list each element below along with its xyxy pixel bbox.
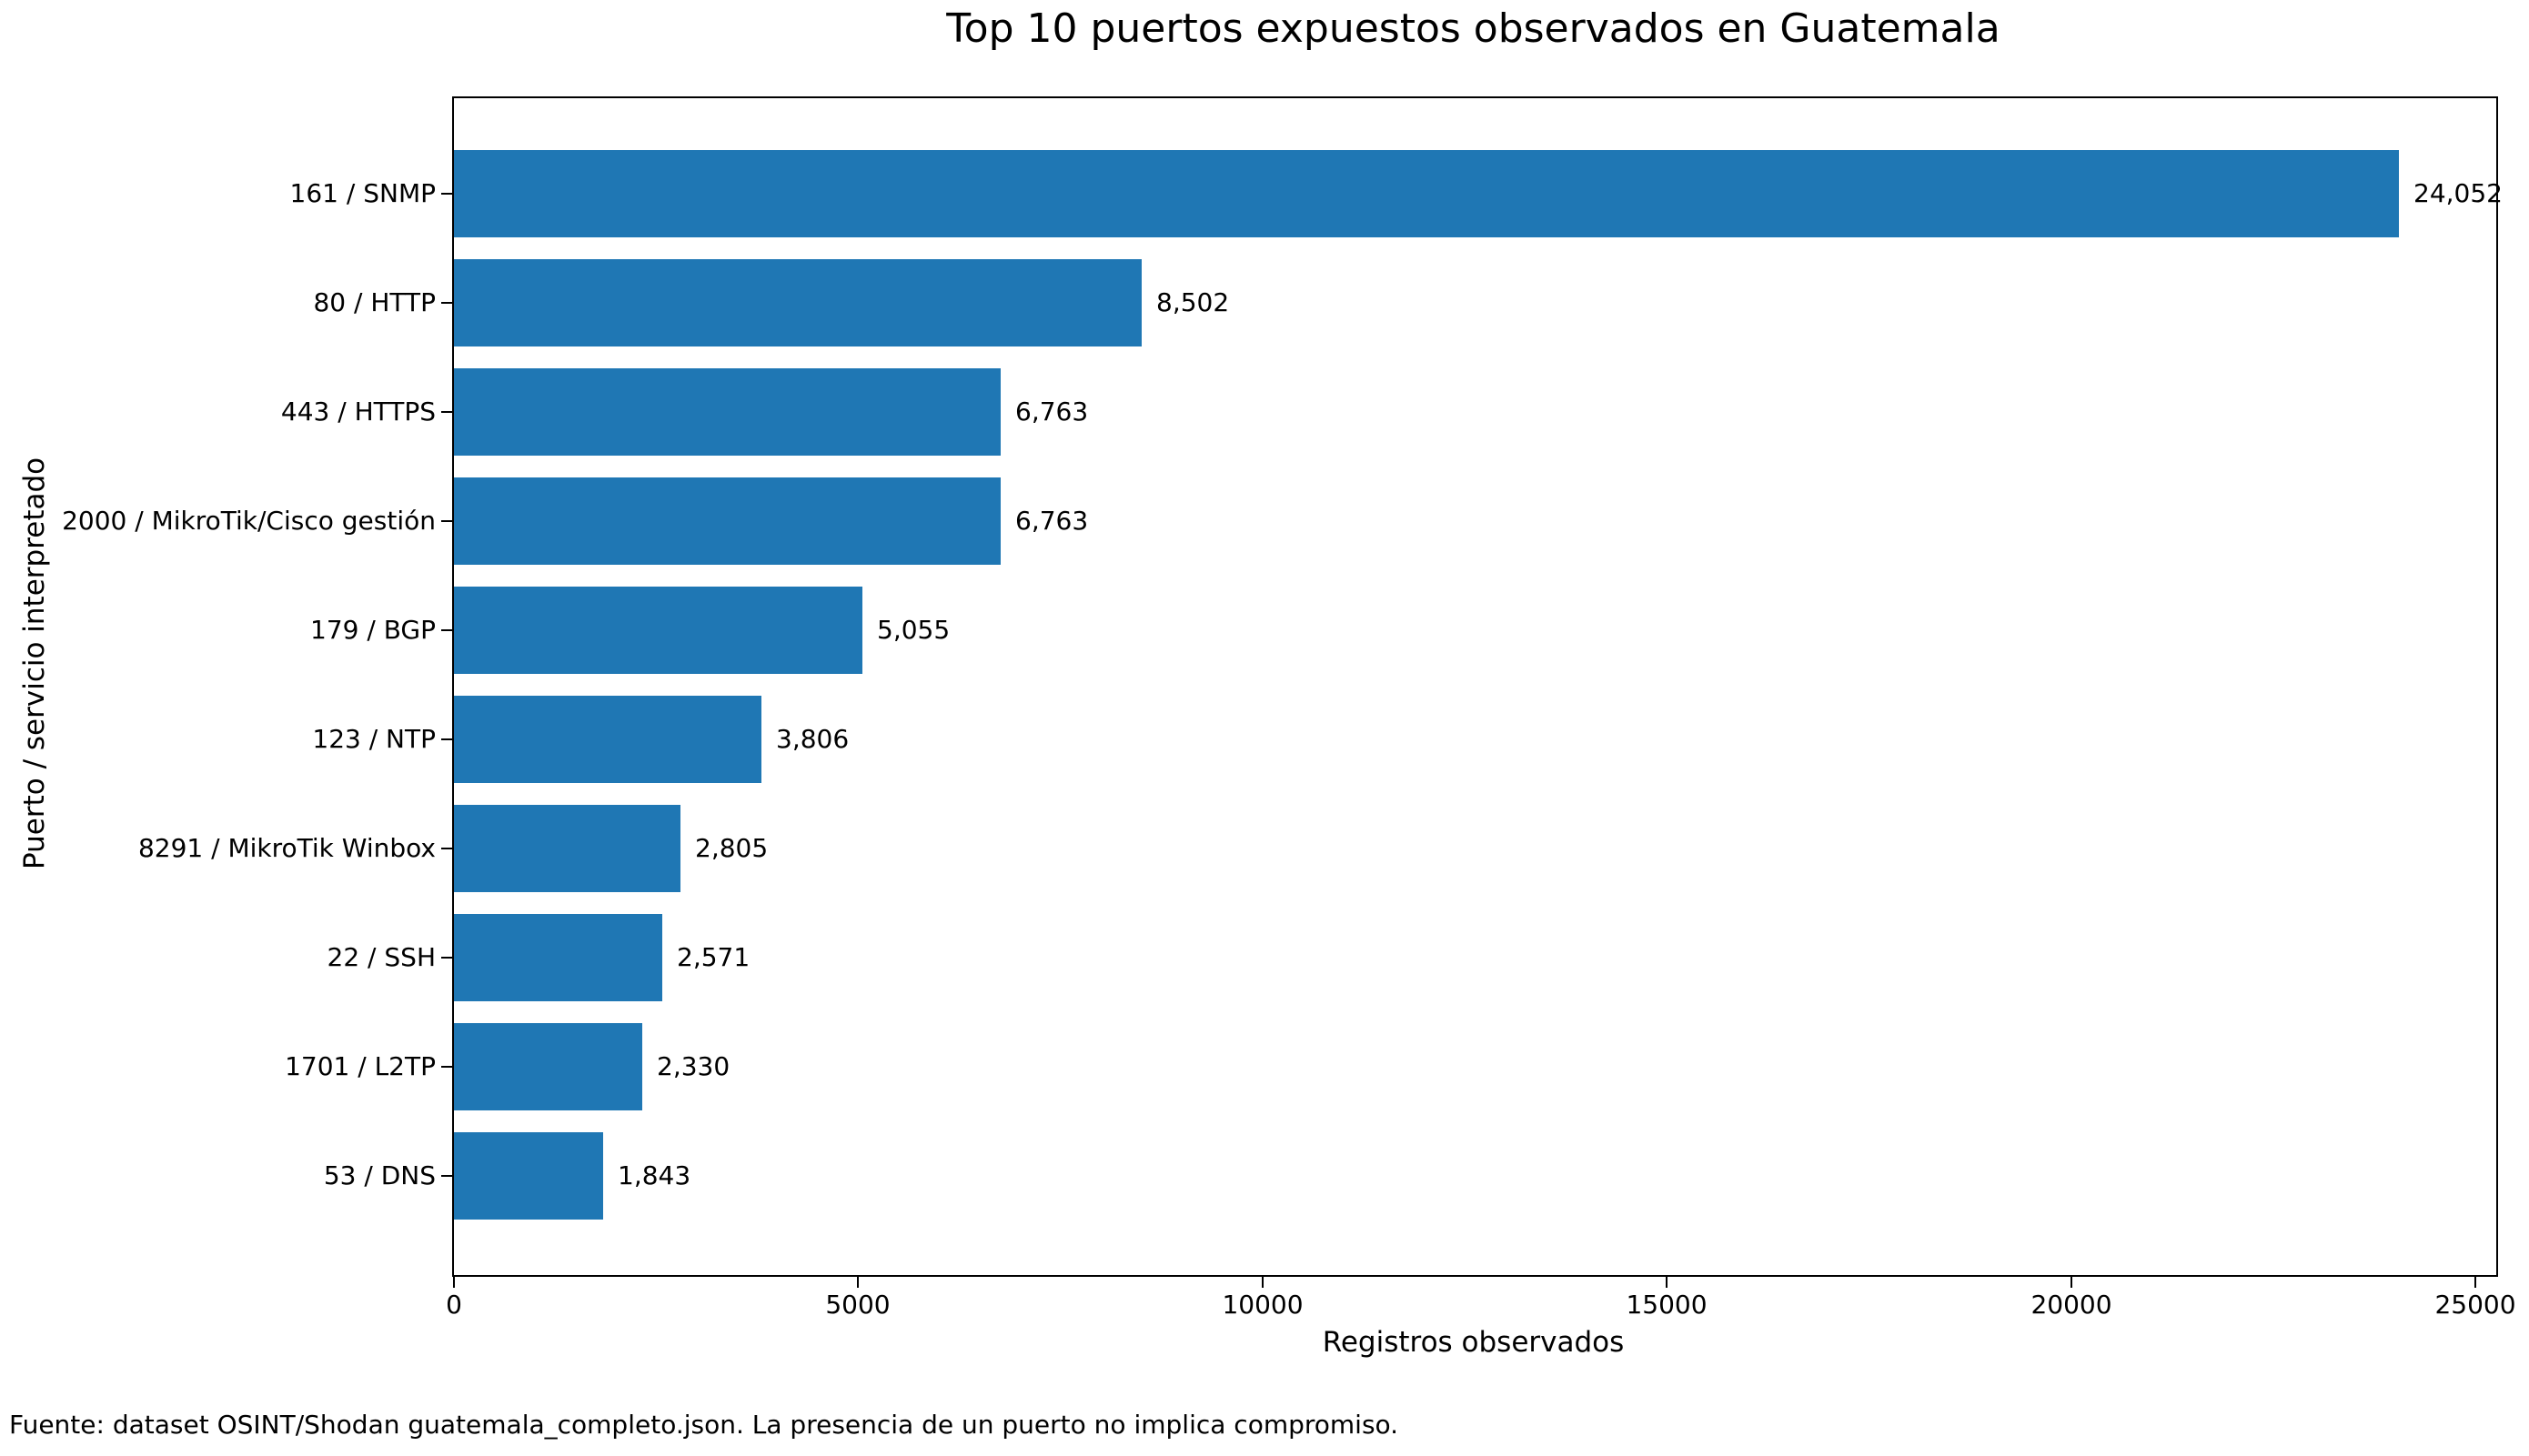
bar-1	[454, 259, 1142, 346]
source-footnote: Fuente: dataset OSINT/Shodan guatemala_c…	[9, 1410, 1399, 1440]
y-tick-mark-0	[441, 193, 452, 195]
x-tick-mark-2	[1262, 1277, 1264, 1288]
bar-7	[454, 914, 662, 1001]
bar-6	[454, 805, 680, 892]
y-tick-mark-1	[441, 302, 452, 304]
y-tick-label-5: 123 / NTP	[312, 724, 436, 754]
bar-value-label-2: 6,763	[1015, 397, 1089, 427]
x-tick-label-5: 25000	[2434, 1290, 2516, 1320]
x-tick-mark-4	[2071, 1277, 2072, 1288]
y-tick-label-3: 2000 / MikroTik/Cisco gestión	[62, 506, 436, 536]
x-tick-mark-5	[2474, 1277, 2476, 1288]
bar-value-label-9: 1,843	[618, 1160, 691, 1190]
bar-value-label-7: 2,571	[677, 942, 751, 972]
x-tick-mark-1	[857, 1277, 859, 1288]
y-tick-label-8: 1701 / L2TP	[285, 1051, 436, 1081]
bar-8	[454, 1023, 642, 1110]
x-tick-label-3: 15000	[1626, 1290, 1708, 1320]
y-tick-mark-2	[441, 411, 452, 413]
y-tick-label-7: 22 / SSH	[327, 942, 436, 972]
y-tick-mark-4	[441, 629, 452, 631]
y-tick-label-4: 179 / BGP	[310, 615, 436, 645]
y-tick-label-1: 80 / HTTP	[313, 287, 436, 317]
bar-4	[454, 587, 862, 674]
bar-3	[454, 477, 1001, 565]
x-tick-label-0: 0	[446, 1290, 462, 1320]
chart-title: Top 10 puertos expuestos observados en G…	[946, 5, 2000, 52]
y-tick-mark-7	[441, 957, 452, 959]
bar-value-label-0: 24,052	[2413, 178, 2503, 208]
x-tick-label-1: 5000	[825, 1290, 891, 1320]
bar-9	[454, 1132, 603, 1220]
bar-5	[454, 696, 761, 783]
y-axis-label: Puerto / servicio interpretado	[18, 457, 51, 869]
y-tick-mark-9	[441, 1175, 452, 1177]
y-tick-label-9: 53 / DNS	[323, 1160, 436, 1190]
x-tick-label-2: 10000	[1222, 1290, 1304, 1320]
y-tick-mark-3	[441, 520, 452, 522]
x-tick-mark-0	[453, 1277, 455, 1288]
x-axis-label: Registros observados	[1322, 1326, 1625, 1359]
bar-0	[454, 150, 2399, 237]
bar-value-label-5: 3,806	[776, 724, 850, 754]
bar-value-label-6: 2,805	[695, 833, 769, 863]
x-tick-mark-3	[1666, 1277, 1668, 1288]
y-tick-mark-8	[441, 1066, 452, 1068]
bar-value-label-3: 6,763	[1015, 506, 1089, 536]
y-tick-mark-5	[441, 738, 452, 740]
x-tick-label-4: 20000	[2030, 1290, 2112, 1320]
bar-2	[454, 368, 1001, 456]
y-tick-label-6: 8291 / MikroTik Winbox	[137, 833, 436, 863]
y-tick-mark-6	[441, 848, 452, 849]
bar-value-label-8: 2,330	[657, 1051, 730, 1081]
y-tick-label-0: 161 / SNMP	[289, 178, 436, 208]
y-tick-label-2: 443 / HTTPS	[280, 397, 436, 427]
bar-value-label-4: 5,055	[877, 615, 951, 645]
bar-value-label-1: 8,502	[1156, 287, 1230, 317]
